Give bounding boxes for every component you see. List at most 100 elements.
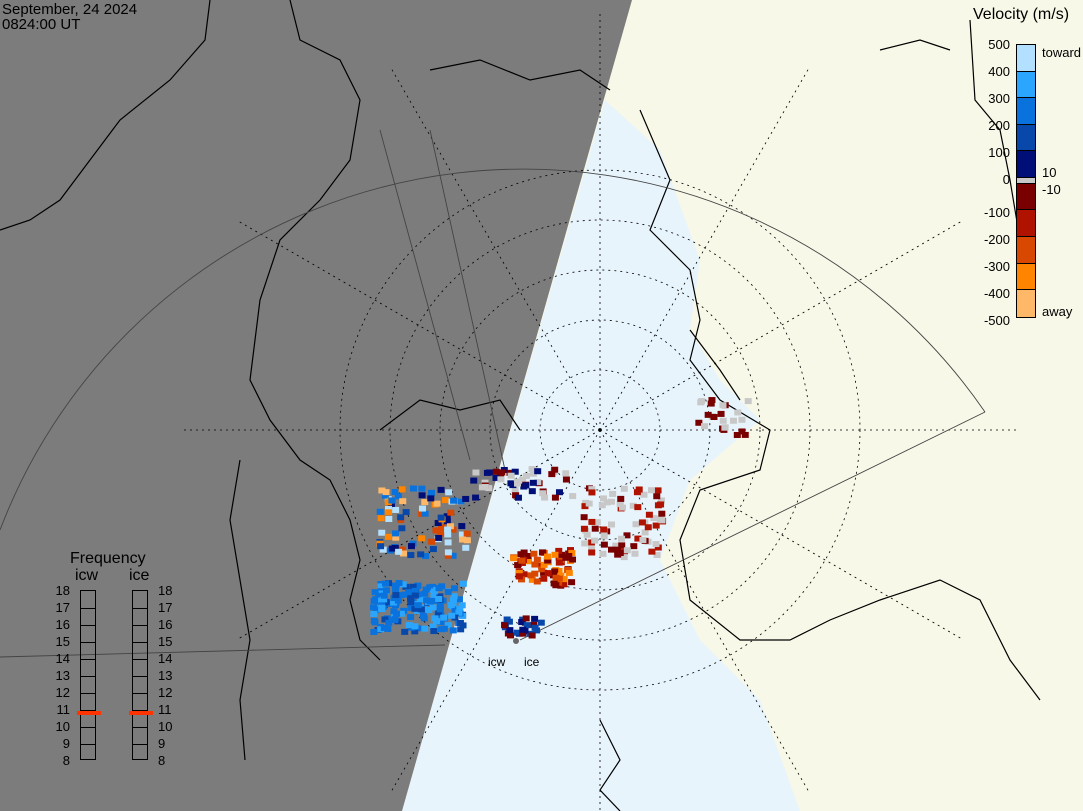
velocity-cell xyxy=(634,535,642,542)
velocity-cell xyxy=(390,595,398,602)
velocity-cell xyxy=(544,570,552,577)
velocity-cell xyxy=(701,423,709,430)
velocity-cell xyxy=(654,502,662,509)
velocity-cell xyxy=(719,417,727,424)
velocity-cell xyxy=(645,511,653,518)
velocity-cell xyxy=(531,570,539,577)
velocity-cell xyxy=(538,549,546,556)
velocity-cell xyxy=(609,490,617,497)
velocity-cell xyxy=(377,583,385,590)
velocity-cell xyxy=(658,517,666,524)
velocity-cell xyxy=(370,597,378,604)
longitude-line xyxy=(236,219,601,431)
velocity-cell xyxy=(428,538,436,545)
velocity-cell xyxy=(527,572,535,579)
velocity-cell xyxy=(407,543,415,550)
velocity-cell xyxy=(397,514,405,521)
velocity-cell xyxy=(444,526,452,533)
velocity-cell xyxy=(385,619,393,626)
velocity-cell xyxy=(600,533,608,540)
velocity-cell xyxy=(598,502,606,509)
velocity-cell xyxy=(430,597,438,604)
velocity-cell xyxy=(435,534,443,541)
frequency-tick: 14 xyxy=(158,651,173,666)
velocity-cell xyxy=(378,529,386,536)
frequency-scale-icw xyxy=(77,590,101,760)
velocity-cell xyxy=(407,604,415,611)
velocity-cell xyxy=(414,602,422,609)
velocity-cell xyxy=(514,480,522,487)
velocity-cell xyxy=(370,628,378,635)
velocity-cell xyxy=(388,545,396,552)
velocity-cell xyxy=(395,580,403,587)
velocity-cell xyxy=(738,416,746,423)
velocity-cell xyxy=(617,495,625,502)
ocean-area xyxy=(402,100,800,811)
velocity-cell xyxy=(569,493,577,500)
velocity-cell xyxy=(392,534,400,541)
velocity-cell xyxy=(429,546,437,553)
velocity-cell xyxy=(580,514,588,521)
velocity-cell xyxy=(445,489,453,496)
velocity-cell xyxy=(555,547,563,554)
velocity-cell xyxy=(449,597,457,604)
velocity-cell xyxy=(458,602,466,609)
velocity-cell xyxy=(562,470,570,477)
velocity-cell xyxy=(472,494,480,501)
velocity-cell xyxy=(430,588,438,595)
frequency-tick: 18 xyxy=(158,583,173,598)
velocity-cell xyxy=(744,398,752,405)
velocity-cell xyxy=(421,510,429,517)
velocity-cell xyxy=(593,519,601,526)
colorbar-label-10: 10 xyxy=(1042,165,1057,180)
velocity-cell xyxy=(599,550,607,557)
colorbar-title: Velocity (m/s) xyxy=(973,6,1070,23)
velocity-cell xyxy=(462,544,470,551)
velocity-cell xyxy=(582,499,590,506)
velocity-cell xyxy=(411,628,419,635)
velocity-cell xyxy=(507,472,515,479)
velocity-cell xyxy=(591,537,599,544)
velocity-cell xyxy=(377,543,385,550)
velocity-cell xyxy=(734,409,742,416)
velocity-cell xyxy=(519,626,527,633)
velocity-cell xyxy=(437,486,445,493)
velocity-cell xyxy=(380,592,388,599)
colorbar-segment xyxy=(1017,237,1035,264)
velocity-cell xyxy=(405,622,413,629)
velocity-cell xyxy=(568,579,576,586)
frequency-tick: 9 xyxy=(158,736,166,751)
velocity-cell xyxy=(436,602,444,609)
velocity-cell xyxy=(652,541,660,548)
velocity-cell xyxy=(738,428,746,435)
velocity-cell xyxy=(481,483,489,490)
velocity-cell xyxy=(588,489,596,496)
velocity-cell xyxy=(370,610,378,617)
velocity-cell xyxy=(522,615,530,622)
velocity-cell xyxy=(537,619,545,626)
colorbar-label-neg10: -10 xyxy=(1042,182,1061,197)
velocity-cell xyxy=(504,630,512,637)
velocity-cell xyxy=(517,551,525,558)
velocity-cell xyxy=(519,476,527,483)
velocity-cell xyxy=(384,533,392,540)
velocity-cell xyxy=(623,547,631,554)
velocity-cell xyxy=(697,399,705,406)
velocity-cell xyxy=(581,503,589,510)
velocity-cell xyxy=(413,583,421,590)
velocity-cell xyxy=(435,595,443,602)
velocity-cell xyxy=(511,468,519,475)
velocity-cell xyxy=(437,626,445,633)
colorbar-tick: -100 xyxy=(983,205,1010,220)
velocity-cell xyxy=(552,574,560,581)
velocity-cell xyxy=(548,471,556,478)
velocity-cell xyxy=(540,561,548,568)
velocity-cell xyxy=(409,485,417,492)
colorbar-segment xyxy=(1017,210,1035,238)
velocity-cell xyxy=(429,623,437,630)
frequency-tick: 8 xyxy=(158,753,166,768)
frequency-tick: 11 xyxy=(158,702,172,717)
frequency-tick: 9 xyxy=(62,736,70,751)
lat-lon-grid xyxy=(180,10,1020,811)
velocity-cell xyxy=(543,553,551,560)
